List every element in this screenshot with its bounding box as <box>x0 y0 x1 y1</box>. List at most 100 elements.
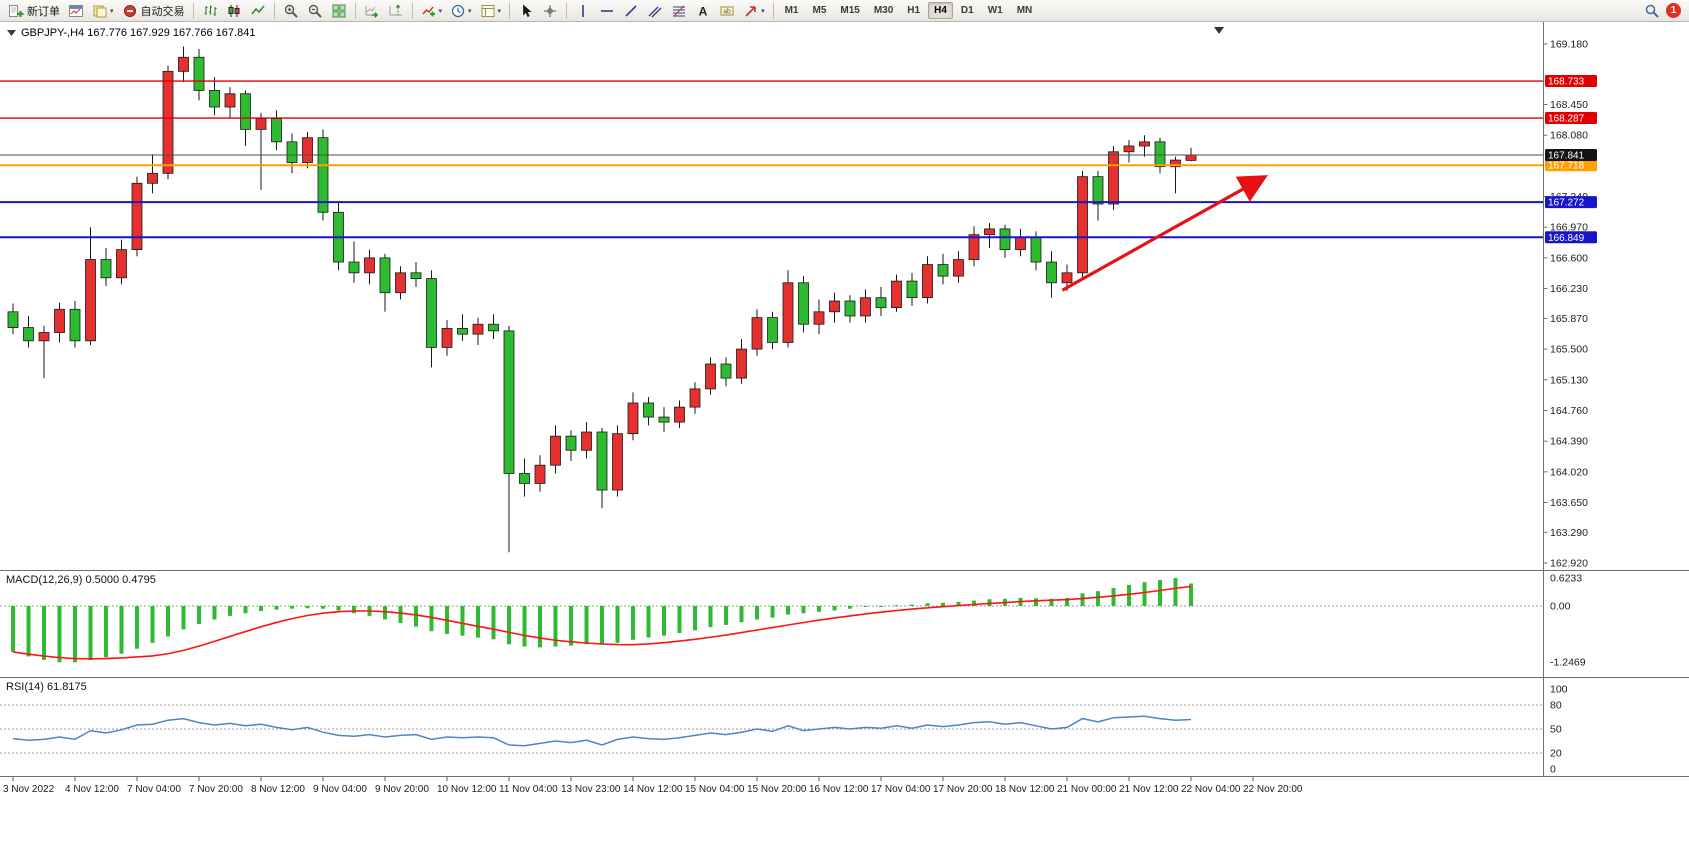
rsi-panel[interactable]: 100 80 50 20 0 RSI(14) 61.8175 <box>0 677 1689 776</box>
candle <box>69 308 81 342</box>
svg-text:A: A <box>699 4 708 18</box>
channel-button[interactable] <box>643 0 667 22</box>
price-tick-label: 165.870 <box>1550 313 1588 325</box>
horizontal-line-button[interactable] <box>595 0 619 22</box>
price-chart-panel[interactable]: 169.180168.450168.080167.340166.970166.6… <box>0 22 1689 570</box>
crosshair-button[interactable] <box>538 0 562 22</box>
time-axis-label: 11 Nov 04:00 <box>499 784 558 795</box>
new-chart-button[interactable] <box>64 0 88 22</box>
timeframe-d1[interactable]: D1 <box>960 5 974 16</box>
search-icon[interactable] <box>1644 3 1660 19</box>
text-button[interactable]: A <box>691 0 715 22</box>
candle <box>1030 236 1042 263</box>
tile-windows-button[interactable] <box>327 0 351 22</box>
fibonacci-icon <box>671 3 687 19</box>
macd-panel[interactable]: 0.6233 0.00 -1.2469 MACD(12,26,9) 0.5000 0… <box>0 570 1689 677</box>
timeframe-w1[interactable]: W1 <box>987 5 1003 16</box>
profiles-button[interactable]: ▾ <box>88 0 118 22</box>
candle <box>503 330 515 474</box>
price-level-badge <box>1545 231 1597 244</box>
candle <box>705 363 716 390</box>
candles <box>7 46 1197 553</box>
price-tick-label: 168.080 <box>1550 130 1588 142</box>
toolbar-separator <box>566 2 568 19</box>
timeframe-m15[interactable]: M15 <box>840 5 860 16</box>
price-tick-label: 163.290 <box>1550 527 1588 539</box>
zoom-out-button[interactable] <box>303 0 327 22</box>
candle <box>1185 154 1197 161</box>
dropdown-caret-icon: ▾ <box>438 7 443 15</box>
time-axis-label: 17 Nov 04:00 <box>871 784 931 795</box>
candle <box>1092 176 1104 205</box>
candle <box>1061 272 1073 284</box>
candle <box>550 435 561 466</box>
candle <box>565 435 577 451</box>
bar-chart-icon <box>202 3 218 19</box>
candle <box>891 280 902 309</box>
candle <box>240 93 251 130</box>
candle <box>674 406 685 423</box>
auto-scroll-button[interactable] <box>360 0 384 22</box>
auto-trading-button[interactable]: 自动交易 <box>118 0 189 22</box>
auto-scroll-icon <box>364 3 380 19</box>
timeframe-mn[interactable]: MN <box>1016 5 1033 16</box>
price-level-badge <box>1545 196 1597 209</box>
price-tick-label: 164.760 <box>1550 405 1588 417</box>
symbol-ohlc-label: GBPJPY-,H4 167.776 167.929 167.766 167.8… <box>21 27 255 39</box>
timeframe-m5[interactable]: M5 <box>812 5 827 16</box>
timeframe-m30[interactable]: M30 <box>873 5 894 16</box>
rsi-axis-label: 0 <box>1550 764 1556 776</box>
trend-arrow-annotation[interactable] <box>1061 175 1268 292</box>
candle <box>54 308 65 333</box>
new-chart-icon <box>68 3 84 19</box>
periods-button[interactable]: ▾ <box>446 0 476 22</box>
timeframe-h4[interactable]: H4 <box>928 2 953 19</box>
arrows-icon <box>743 3 759 19</box>
time-axis-label: 7 Nov 20:00 <box>189 784 243 795</box>
fibonacci-button[interactable] <box>667 0 691 22</box>
toolbar-separator <box>411 2 413 19</box>
text-label-button[interactable]: ab <box>715 0 739 22</box>
price-tick-label: 165.130 <box>1550 374 1588 386</box>
candle <box>1123 145 1135 153</box>
one-click-trading-toggle[interactable] <box>7 30 16 36</box>
candle <box>751 317 763 350</box>
autotrade-icon <box>122 3 138 19</box>
candle <box>906 280 918 299</box>
bar-chart-button[interactable] <box>198 0 222 22</box>
cursor-button[interactable] <box>514 0 538 22</box>
vertical-line-button[interactable] <box>571 0 595 22</box>
indicators-button[interactable]: ▾ <box>417 0 447 22</box>
time-axis-label: 17 Nov 20:00 <box>933 784 993 795</box>
candle <box>317 137 329 213</box>
new-order-button[interactable]: 新订单 <box>4 0 64 22</box>
timeframe-m1[interactable]: M1 <box>784 5 799 16</box>
candle <box>968 234 980 260</box>
toolbar-separator <box>772 2 774 19</box>
candlestick-button[interactable] <box>222 0 246 22</box>
templates-button[interactable]: ▾ <box>476 0 506 22</box>
candle <box>116 249 127 279</box>
price-tick-label: 168.450 <box>1550 99 1588 111</box>
candle <box>658 416 670 423</box>
candle <box>612 433 623 491</box>
time-axis[interactable]: 3 Nov 2022 4 Nov 12:00 7 Nov 04:00 7 Nov 20… <box>0 776 1689 800</box>
price-level-badge-label: 168.733 <box>1548 77 1585 88</box>
price-tick-label: 164.020 <box>1550 466 1588 478</box>
chart-shift-button[interactable] <box>384 0 408 22</box>
trendline-button[interactable] <box>619 0 643 22</box>
candle <box>1108 151 1119 205</box>
price-tick-label: 166.970 <box>1550 222 1588 234</box>
zoom-in-button[interactable] <box>279 0 303 22</box>
rsi-axis-label: 100 <box>1550 684 1568 696</box>
notification-badge[interactable]: 1 <box>1666 3 1681 18</box>
toolbar-separator <box>192 2 194 19</box>
candle <box>441 327 453 348</box>
candle <box>844 300 856 317</box>
chart-shift-marker[interactable] <box>1214 27 1224 34</box>
timeframe-h1[interactable]: H1 <box>907 5 921 16</box>
line-chart-button[interactable] <box>246 0 270 22</box>
time-axis-label: 16 Nov 12:00 <box>809 784 869 795</box>
arrows-button[interactable]: ▾ <box>739 0 769 22</box>
